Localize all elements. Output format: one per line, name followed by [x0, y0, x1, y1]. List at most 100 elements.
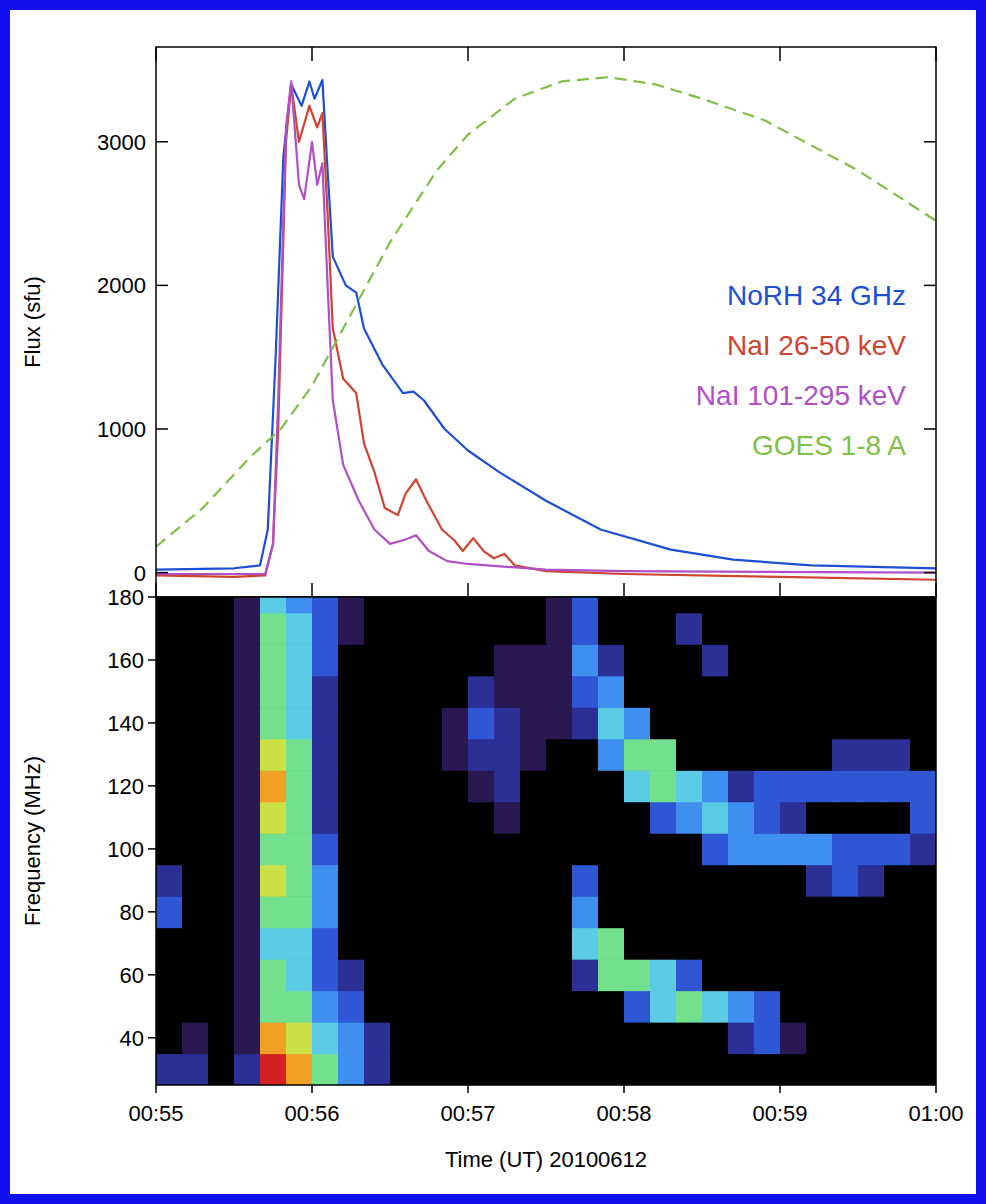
x-tick — [779, 583, 781, 597]
heatmap-cell — [182, 597, 209, 613]
heatmap-cell — [208, 739, 235, 771]
y-tick — [148, 974, 156, 976]
heatmap-cell — [208, 865, 235, 897]
heatmap-cell — [390, 739, 417, 771]
heatmap-cell — [754, 991, 781, 1023]
heatmap-cell — [858, 613, 885, 645]
heatmap-cell — [858, 1054, 885, 1085]
heatmap-cell — [702, 770, 729, 802]
heatmap-cell — [468, 1022, 495, 1054]
heatmap-cell — [728, 676, 755, 708]
heatmap-cell — [598, 1022, 625, 1054]
heatmap-cell — [312, 597, 339, 613]
heatmap-cell — [728, 865, 755, 897]
heatmap-cell — [390, 833, 417, 865]
heatmap-cell — [858, 644, 885, 676]
heatmap-cell — [910, 676, 936, 708]
heatmap-cell — [520, 928, 547, 960]
heatmap-cell — [520, 865, 547, 897]
heatmap-cell — [390, 991, 417, 1023]
heatmap-cell — [234, 676, 261, 708]
heatmap-cell — [364, 833, 391, 865]
heatmap-cell — [364, 991, 391, 1023]
heatmap-cell — [858, 770, 885, 802]
heatmap-cell — [286, 770, 313, 802]
heatmap-cell — [442, 928, 469, 960]
heatmap-cell — [546, 991, 573, 1023]
heatmap-cell — [910, 865, 936, 897]
heatmap-cell — [182, 833, 209, 865]
heatmap-cell — [572, 991, 599, 1023]
heatmap-cell — [884, 644, 911, 676]
heatmap-cell — [520, 676, 547, 708]
heatmap-cell — [182, 802, 209, 834]
heatmap-cell — [598, 991, 625, 1023]
heatmap-cell — [390, 676, 417, 708]
heatmap-cell — [260, 865, 287, 897]
y-tick — [148, 911, 156, 913]
heatmap-cell — [208, 770, 235, 802]
heatmap-cell — [832, 739, 859, 771]
heatmap-cell — [468, 613, 495, 645]
heatmap-cell — [442, 865, 469, 897]
heatmap-cell — [442, 1054, 469, 1085]
heatmap-cell — [338, 770, 365, 802]
heatmap-cell — [494, 613, 521, 645]
heatmap-cell — [650, 928, 677, 960]
heatmap-cell — [338, 644, 365, 676]
heatmap-cell — [780, 802, 807, 834]
heatmap-cell — [910, 770, 936, 802]
series-line — [156, 77, 936, 547]
heatmap-cell — [572, 707, 599, 739]
y-tick-label: 80 — [120, 900, 144, 925]
heatmap-cell — [702, 802, 729, 834]
heatmap-cell — [806, 928, 833, 960]
y-tick — [156, 285, 168, 287]
heatmap-cell — [520, 770, 547, 802]
heatmap-cell — [208, 597, 235, 613]
heatmap-cell — [572, 770, 599, 802]
heatmap-cell — [468, 707, 495, 739]
heatmap-cell — [702, 865, 729, 897]
heatmap-cell — [858, 802, 885, 834]
heatmap-cell — [260, 959, 287, 991]
heatmap-cell — [494, 707, 521, 739]
heatmap-cell — [728, 833, 755, 865]
heatmap-cell — [884, 896, 911, 928]
heatmap-cell — [572, 739, 599, 771]
heatmap-cell — [390, 613, 417, 645]
heatmap-cell — [728, 991, 755, 1023]
heatmap-cell — [676, 676, 703, 708]
heatmap-cell — [546, 770, 573, 802]
heatmap-cell — [624, 770, 651, 802]
heatmap-cell — [832, 676, 859, 708]
heatmap-cell — [364, 865, 391, 897]
x-tick — [311, 583, 313, 597]
heatmap-cell — [624, 613, 651, 645]
y-tick — [156, 572, 168, 574]
x-tick — [623, 47, 625, 61]
y-tick — [924, 428, 936, 430]
heatmap-cell — [650, 991, 677, 1023]
heatmap-cell — [364, 928, 391, 960]
series-line — [156, 84, 936, 579]
heatmap-cell — [780, 1054, 807, 1085]
heatmap-cell — [338, 597, 365, 613]
heatmap-cell — [598, 865, 625, 897]
heatmap-cell — [442, 896, 469, 928]
heatmap-cell — [780, 676, 807, 708]
heatmap-cell — [832, 833, 859, 865]
heatmap-cell — [156, 597, 183, 613]
heatmap-cell — [442, 597, 469, 613]
heatmap-cell — [572, 833, 599, 865]
heatmap-cell — [364, 739, 391, 771]
heatmap-cell — [494, 865, 521, 897]
heatmap-cell — [598, 959, 625, 991]
heatmap-cell — [520, 613, 547, 645]
heatmap-cell — [702, 959, 729, 991]
heatmap-cell — [858, 676, 885, 708]
heatmap-cell — [390, 959, 417, 991]
heatmap-cell — [650, 597, 677, 613]
heatmap-cell — [416, 928, 443, 960]
y-tick — [148, 1037, 156, 1039]
